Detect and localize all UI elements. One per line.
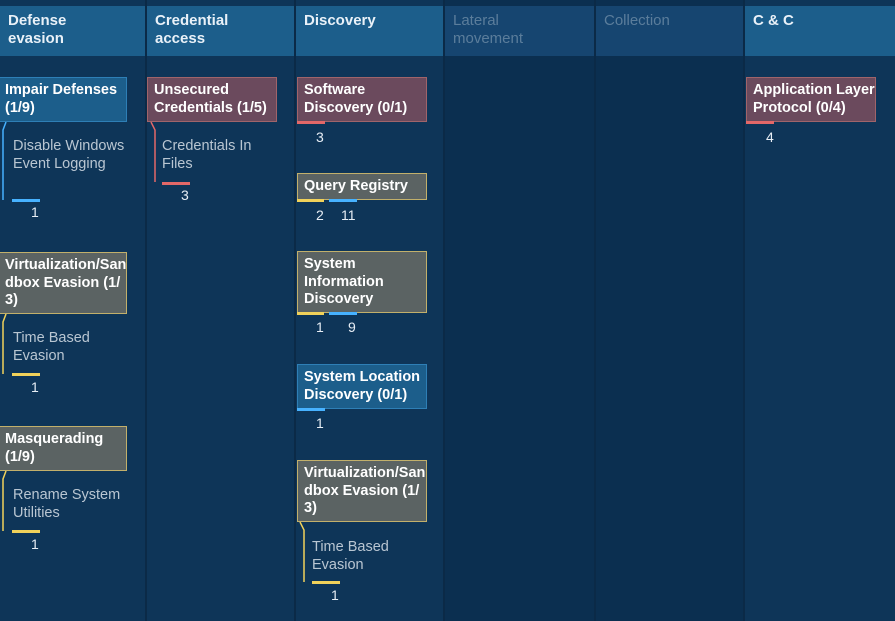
technique-card-system-location-discovery[interactable]: System Location Discovery (0/1): [297, 364, 427, 409]
column-title: Lateral movement: [453, 12, 524, 47]
technique-title: System Information Discovery: [304, 256, 384, 307]
technique-card-masquerading[interactable]: Masquerading (1/9): [0, 426, 127, 471]
count-value: 3: [316, 129, 324, 145]
technique-card-unsecured-credentials[interactable]: Unsecured Credentials (1/5): [147, 77, 277, 122]
column-title: C & C: [753, 12, 794, 29]
column-title: Credential access: [155, 12, 229, 47]
technique-title: System Location Discovery (0/1): [304, 369, 421, 403]
subtechnique-label: Credentials In Files: [162, 138, 252, 172]
column-discovery: Discovery Software Discovery (0/1) 3 Que…: [296, 0, 443, 621]
count-bar: [329, 199, 357, 202]
technique-title: Software Discovery (0/1): [304, 82, 408, 116]
count-value: 1: [31, 204, 39, 220]
count-value: 4: [766, 129, 774, 145]
subtechnique-label: Disable Windows Event Logging: [13, 138, 125, 172]
count-value: 3: [181, 187, 189, 203]
column-header-lateral-movement[interactable]: Lateral movement: [445, 6, 594, 56]
subtechnique-label: Time Based Evasion: [13, 330, 90, 364]
count-value: 1: [316, 319, 324, 335]
column-title: Collection: [604, 12, 670, 29]
technique-card-virtualization-sandbox-evasion[interactable]: Virtualization/Sandbox Evasion (1/3): [0, 252, 127, 314]
technique-card-query-registry[interactable]: Query Registry: [297, 173, 427, 200]
count-value: 11: [341, 207, 356, 223]
count-bar: [12, 373, 40, 376]
subtechnique-label: Time Based Evasion: [312, 539, 389, 573]
subtechnique-connector: [2, 122, 7, 200]
column-header-discovery[interactable]: Discovery: [296, 6, 443, 56]
count-value: 1: [316, 415, 324, 431]
column-header-credential-access[interactable]: Credential access: [147, 6, 294, 56]
subtechnique-label: Rename System Utilities: [13, 487, 121, 521]
technique-card-impair-defenses[interactable]: Impair Defenses (1/9): [0, 77, 127, 122]
technique-title: Unsecured Credentials (1/5): [154, 82, 267, 116]
count-bar: [12, 530, 40, 533]
technique-title: Impair Defenses (1/9): [5, 82, 118, 116]
subtechnique-disable-windows-event-logging[interactable]: Disable Windows Event Logging: [13, 138, 138, 173]
count-bar: [312, 581, 340, 584]
count-bar: [329, 312, 357, 315]
subtechnique-rename-system-utilities[interactable]: Rename System Utilities: [13, 487, 138, 522]
count-value: 1: [331, 587, 339, 603]
count-value: 2: [316, 207, 324, 223]
subtechnique-connector: [299, 522, 305, 582]
column-header-collection[interactable]: Collection: [596, 6, 743, 56]
technique-title: Query Registry: [304, 178, 408, 194]
technique-card-system-information-discovery[interactable]: System Information Discovery: [297, 251, 427, 313]
count-value: 1: [31, 379, 39, 395]
count-bar: [297, 199, 324, 202]
technique-title: Masquerading (1/9): [5, 431, 104, 465]
column-command-and-control: C & C Application Layer Protocol (0/4) 4: [745, 0, 895, 621]
column-collection: Collection: [596, 0, 743, 621]
subtechnique-connector: [150, 122, 156, 182]
technique-title: Virtualization/Sandbox Evasion (1/3): [5, 257, 127, 308]
subtechnique-credentials-in-files[interactable]: Credentials In Files: [162, 138, 282, 173]
count-bar: [162, 182, 190, 185]
count-bar: [297, 121, 325, 124]
count-bar: [297, 312, 324, 315]
column-lateral-movement: Lateral movement: [445, 0, 594, 621]
column-title: Defense evasion: [8, 12, 67, 47]
count-bar: [746, 121, 774, 124]
count-bar: [12, 199, 40, 202]
column-defense-evasion: Defense evasion Impair Defenses (1/9) Di…: [0, 0, 145, 621]
technique-title: Application Layer Protocol (0/4): [753, 82, 875, 116]
count-bar: [297, 408, 325, 411]
count-value: 1: [31, 536, 39, 552]
subtechnique-connector: [2, 471, 7, 531]
column-credential-access: Credential access Unsecured Credentials …: [147, 0, 294, 621]
subtechnique-time-based-evasion[interactable]: Time Based Evasion: [312, 539, 432, 574]
subtechnique-time-based-evasion[interactable]: Time Based Evasion: [13, 330, 133, 365]
column-title: Discovery: [304, 12, 376, 29]
technique-title: Virtualization/Sandbox Evasion (1/3): [304, 465, 426, 516]
technique-card-virtualization-sandbox-evasion-discovery[interactable]: Virtualization/Sandbox Evasion (1/3): [297, 460, 427, 522]
column-header-defense-evasion[interactable]: Defense evasion: [0, 6, 145, 56]
count-value: 9: [348, 319, 356, 335]
technique-card-software-discovery[interactable]: Software Discovery (0/1): [297, 77, 427, 122]
column-header-command-and-control[interactable]: C & C: [745, 6, 895, 56]
subtechnique-connector: [2, 314, 7, 374]
technique-card-application-layer-protocol[interactable]: Application Layer Protocol (0/4): [746, 77, 876, 122]
